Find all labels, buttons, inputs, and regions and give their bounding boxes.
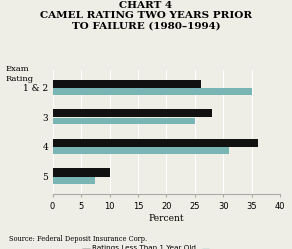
Text: CAMEL RATING TWO YEARS PRIOR: CAMEL RATING TWO YEARS PRIOR <box>40 11 252 20</box>
Bar <box>53 118 195 124</box>
Text: CHART 4: CHART 4 <box>119 1 173 10</box>
Text: Rating: Rating <box>6 75 34 83</box>
Text: TO FAILURE (1980–1994): TO FAILURE (1980–1994) <box>72 22 220 31</box>
Bar <box>53 168 110 177</box>
X-axis label: Percent: Percent <box>149 214 184 223</box>
Bar <box>53 109 212 118</box>
Text: Source: Federal Deposit Insurance Corp.: Source: Federal Deposit Insurance Corp. <box>9 235 147 243</box>
Bar <box>53 177 95 184</box>
Bar <box>53 147 229 154</box>
Bar <box>53 139 258 147</box>
Bar <box>53 79 201 88</box>
Bar <box>53 88 252 95</box>
Text: Exam: Exam <box>6 65 29 73</box>
Legend: Ratings Less Than 1 Year Old
Prior to Failure, All Ratings: Ratings Less Than 1 Year Old Prior to Fa… <box>82 245 251 249</box>
